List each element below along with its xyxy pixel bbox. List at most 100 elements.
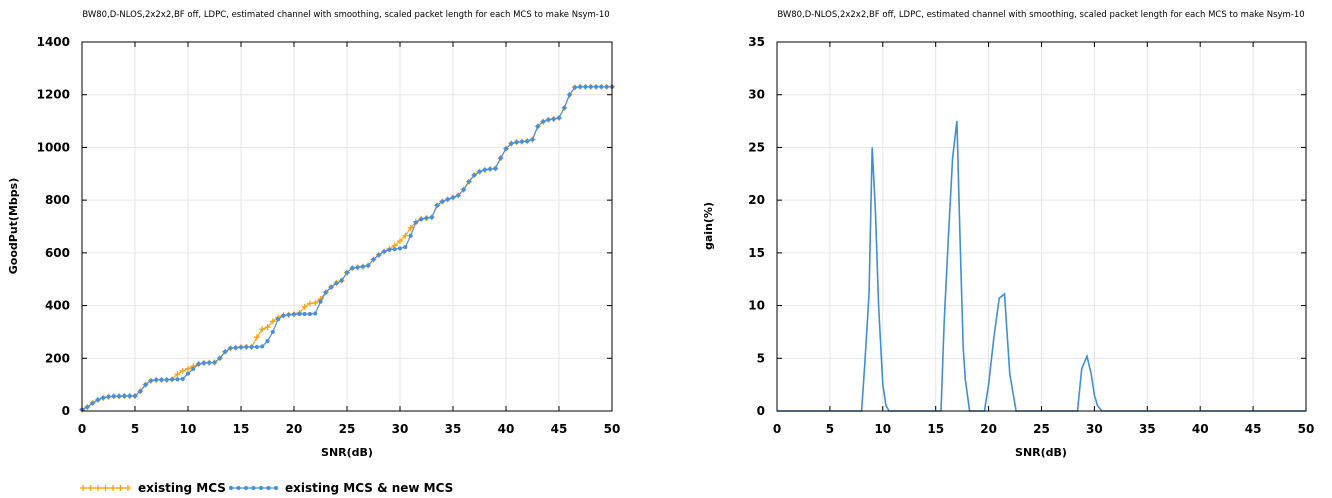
legend-label-existing-and-new-mcs: existing MCS & new MCS bbox=[285, 481, 453, 495]
goodput-chart-ytick-label: 1400 bbox=[37, 35, 70, 49]
goodput-series-0-point bbox=[179, 367, 186, 374]
goodput-series-1-point bbox=[132, 393, 138, 399]
goodput-series-1-point bbox=[175, 377, 180, 382]
goodput-series-0-point bbox=[185, 365, 191, 372]
goodput-series-1-point bbox=[201, 360, 206, 366]
goodput-chart-ytick-label: 1000 bbox=[37, 140, 70, 154]
legend-swatch-marker bbox=[236, 485, 241, 491]
goodput-series-0-point bbox=[301, 303, 308, 310]
goodput-series-1-point bbox=[249, 344, 254, 350]
goodput-series-1-point bbox=[403, 244, 408, 250]
goodput-series-1-point bbox=[318, 299, 323, 304]
goodput-series-1-point bbox=[530, 137, 535, 142]
legend-swatch-marker bbox=[258, 485, 264, 491]
goodput-series-1-point bbox=[514, 140, 519, 145]
goodput-series-1-point bbox=[95, 397, 100, 403]
gain-chart-xtick-label: 20 bbox=[980, 422, 997, 436]
gain-chart-ytick-label: 15 bbox=[748, 246, 765, 260]
gain-chart-ytick-label: 25 bbox=[748, 140, 765, 154]
goodput-series-1-point bbox=[599, 84, 604, 89]
goodput-series-1-point bbox=[588, 84, 593, 89]
goodput-series-1-point bbox=[111, 394, 116, 399]
goodput-series-0-point bbox=[174, 371, 181, 378]
goodput-series-1-point bbox=[138, 389, 143, 394]
goodput-series-1-point bbox=[244, 344, 249, 350]
goodput-series-1-point bbox=[154, 377, 159, 382]
legend: existing MCS existing MCS & new MCS bbox=[80, 481, 453, 495]
goodput-series-1-point bbox=[85, 404, 90, 410]
legend-swatch-marker bbox=[273, 485, 279, 491]
goodput-series-0-point bbox=[264, 324, 271, 331]
goodput-chart-xtick-label: 25 bbox=[339, 422, 356, 436]
goodput-series-1-point bbox=[551, 116, 556, 122]
goodput-series-1-point bbox=[583, 84, 588, 89]
goodput-chart-ticks: 0 5 10 15 20 25 30 35 40 45 50 0 200 400 600 800 1000 120… bbox=[37, 35, 621, 436]
goodput-series-1-point bbox=[604, 84, 609, 89]
goodput-series-0-point bbox=[253, 334, 260, 341]
goodput-series-1-point bbox=[260, 344, 265, 349]
goodput-series-1-point bbox=[376, 252, 381, 258]
gain-chart-xtick-label: 45 bbox=[1245, 422, 1262, 436]
goodput-series-1-point bbox=[509, 141, 514, 146]
gain-chart-xtick-label: 30 bbox=[1086, 422, 1103, 436]
goodput-series-1-point bbox=[313, 311, 318, 316]
goodput-series-1-point bbox=[387, 247, 392, 252]
gain-chart-xtick-label: 5 bbox=[826, 422, 834, 436]
gain-chart-ticks: 0 5 10 15 20 25 30 35 40 45 50 0 5 10 15 20 25 30 35 bbox=[748, 35, 1314, 436]
goodput-series-1-point bbox=[270, 329, 275, 335]
goodput-chart-xtick-label: 40 bbox=[498, 422, 515, 436]
goodput-series-1-point bbox=[482, 167, 487, 172]
gain-chart-ytick-label: 30 bbox=[748, 88, 765, 102]
gain-chart-grid bbox=[776, 41, 1307, 412]
gain-chart-xlabel: SNR(dB) bbox=[1015, 446, 1067, 459]
goodput-series-1-point bbox=[117, 394, 122, 399]
legend-swatch-marker bbox=[266, 485, 271, 491]
gain-chart-xtick-label: 10 bbox=[874, 422, 891, 436]
goodput-series-1-point bbox=[424, 215, 429, 221]
legend-swatch-existing-mcs bbox=[80, 485, 131, 491]
goodput-series-1-point bbox=[291, 312, 297, 317]
goodput-series-1-point bbox=[286, 312, 291, 317]
goodput-series-0-point bbox=[312, 299, 319, 306]
goodput-series-1-point bbox=[360, 264, 365, 269]
goodput-chart-xtick-label: 30 bbox=[392, 422, 409, 436]
goodput-chart-ytick-label: 800 bbox=[45, 193, 70, 207]
goodput-series-1-point bbox=[281, 313, 286, 318]
gain-chart-xtick-label: 40 bbox=[1192, 422, 1209, 436]
goodput-chart-ytick-label: 600 bbox=[45, 246, 70, 260]
goodput-chart-xtick-label: 15 bbox=[233, 422, 250, 436]
goodput-series-1-point bbox=[397, 246, 403, 251]
goodput-chart-ytick-label: 200 bbox=[45, 351, 70, 365]
goodput-series-1-point bbox=[127, 393, 132, 399]
goodput-series-1-point bbox=[191, 366, 196, 371]
goodput-series-1-point bbox=[419, 217, 424, 222]
goodput-series-1-point bbox=[456, 193, 461, 198]
goodput-series-1-point bbox=[170, 377, 175, 382]
goodput-series-1-point bbox=[148, 378, 153, 383]
goodput-series-1-point bbox=[556, 115, 562, 121]
goodput-series-1-point bbox=[323, 290, 328, 295]
goodput-chart-ytick-label: 0 bbox=[62, 404, 70, 418]
goodput-series-1-point bbox=[472, 173, 477, 178]
goodput-series-0-point bbox=[259, 326, 266, 333]
legend-swatch-marker bbox=[110, 485, 116, 491]
goodput-chart-grid bbox=[81, 41, 613, 412]
goodput-series-1-point bbox=[196, 361, 201, 367]
goodput-series-1-point bbox=[429, 215, 434, 220]
goodput-series-1-point bbox=[329, 285, 334, 290]
goodput-series-1-point bbox=[594, 84, 599, 89]
goodput-series-1-point bbox=[212, 360, 217, 365]
goodput-series-1-point bbox=[265, 339, 270, 344]
goodput-series-1-point bbox=[344, 270, 350, 275]
legend-swatch-marker bbox=[243, 485, 249, 491]
goodput-series-1-point bbox=[366, 263, 371, 268]
gain-chart-series bbox=[777, 121, 1306, 412]
goodput-series-1-point bbox=[519, 139, 525, 144]
goodput-series-1-point bbox=[435, 203, 440, 208]
goodput-series-1-point bbox=[101, 395, 106, 400]
legend-label-existing-mcs: existing MCS bbox=[138, 481, 226, 495]
gain-chart-ylabel: gain(%) bbox=[702, 202, 715, 250]
goodput-series-0-point bbox=[402, 232, 409, 239]
goodput-series-1-point bbox=[413, 220, 418, 225]
